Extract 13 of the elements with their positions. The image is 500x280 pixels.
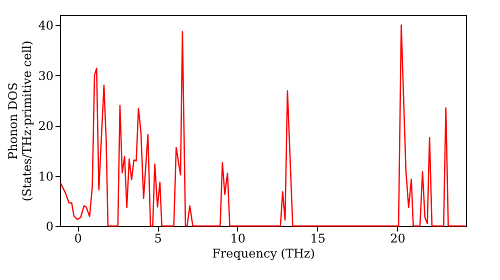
x-tick-label: 10 — [230, 232, 246, 246]
y-tick-label: 0 — [46, 220, 54, 234]
y-tick-label: 20 — [38, 119, 54, 134]
line-series — [60, 24, 466, 227]
x-tick-label: 5 — [154, 232, 162, 246]
y-tick-label: 30 — [38, 68, 54, 83]
y-tick-label: 40 — [38, 18, 54, 33]
y-tick-label: 10 — [38, 169, 54, 184]
y-axis-title: Phonon DOS (States/THz·primitive cell) — [6, 40, 34, 202]
x-tick-label: 0 — [74, 232, 82, 246]
x-tick-label: 20 — [390, 232, 406, 246]
x-axis-title: Frequency (THz) — [212, 246, 315, 260]
x-tick-label: 15 — [310, 232, 326, 246]
